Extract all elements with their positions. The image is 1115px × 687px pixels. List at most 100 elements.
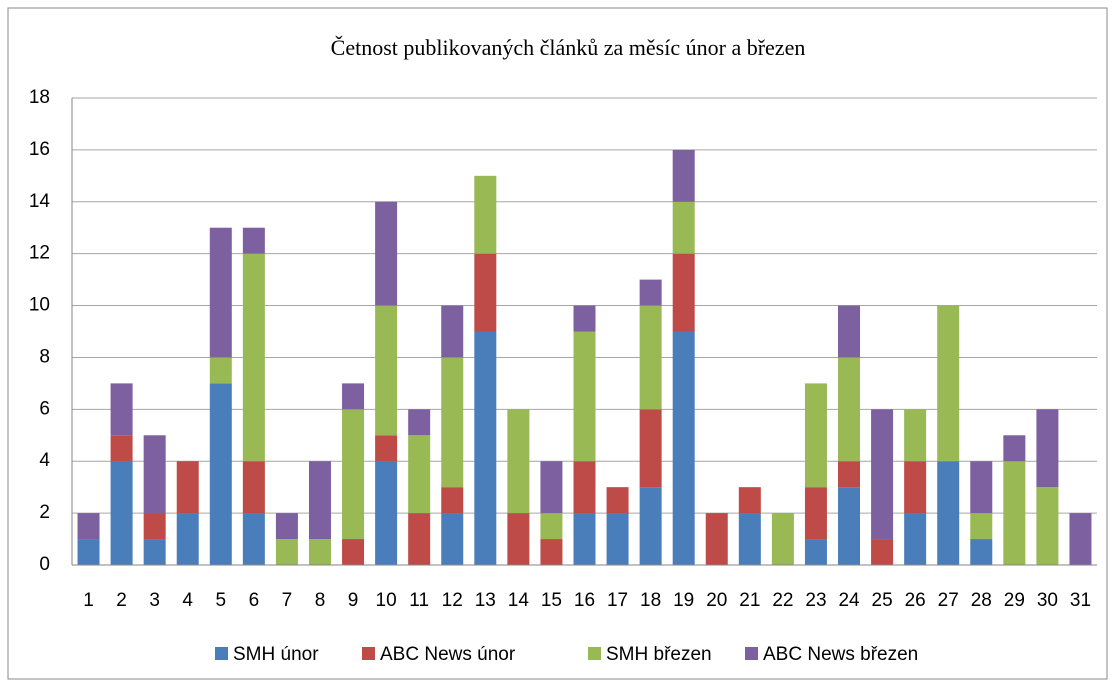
x-tick-label: 30 <box>1037 590 1058 611</box>
y-tick-label: 2 <box>39 502 50 523</box>
bar-segment <box>540 513 563 540</box>
y-tick-label: 10 <box>29 295 50 316</box>
x-tick-label: 12 <box>442 590 463 611</box>
x-tick-label: 5 <box>216 590 227 611</box>
bar-segment <box>209 357 232 384</box>
bar-segment <box>110 383 133 436</box>
bar-segment <box>1003 461 1026 565</box>
bar-segment <box>176 461 199 514</box>
bar-segment <box>672 201 695 254</box>
x-tick-label: 6 <box>249 590 260 611</box>
bar-segment <box>1036 487 1059 565</box>
y-tick-label: 0 <box>39 554 50 575</box>
legend-label: SMH březen <box>606 644 712 665</box>
legend-label: ABC News únor <box>380 644 516 665</box>
bar-segment <box>573 331 596 462</box>
legend-swatch <box>588 647 601 660</box>
legend-swatch <box>745 647 758 660</box>
chart-title: Četnost publikovaných článků za měsíc ún… <box>331 35 806 60</box>
bar-segment <box>474 175 497 254</box>
bar-segment <box>375 461 398 565</box>
y-tick-label: 16 <box>29 139 50 160</box>
bar-segment <box>904 461 927 514</box>
bar-segment <box>838 357 861 462</box>
bar-segment <box>738 487 761 514</box>
bar-segment <box>639 279 662 306</box>
y-tick-label: 14 <box>29 191 51 212</box>
bar-segment <box>342 383 365 410</box>
bar-segment <box>838 461 861 488</box>
bar-segment <box>143 539 166 565</box>
bar-segment <box>573 305 596 332</box>
bar-segment <box>375 305 398 436</box>
chart-frame <box>7 7 1108 680</box>
x-tick-label: 8 <box>315 590 326 611</box>
bar-segment <box>143 435 166 514</box>
bar-segment <box>408 435 431 514</box>
bar-segment <box>110 461 133 565</box>
bar-segment <box>639 409 662 488</box>
bar-segment <box>308 539 331 565</box>
x-tick-label: 1 <box>83 590 94 611</box>
bar-segment <box>441 487 464 514</box>
bar-segment <box>838 305 861 358</box>
bar-segment <box>342 539 365 565</box>
bar-segment <box>970 461 993 514</box>
x-tick-label: 17 <box>607 590 628 611</box>
bar-segment <box>474 331 497 565</box>
bar-segment <box>904 409 927 462</box>
y-tick-label: 8 <box>39 346 50 367</box>
y-tick-label: 6 <box>39 398 50 419</box>
bar-segment <box>1069 513 1092 565</box>
legend-label: ABC News březen <box>763 644 918 665</box>
x-tick-label: 21 <box>739 590 760 611</box>
bar-segment <box>672 149 695 202</box>
bar-segment <box>771 513 794 565</box>
bar-segment <box>705 513 728 565</box>
bar-segment <box>342 409 365 540</box>
x-tick-label: 29 <box>1004 590 1025 611</box>
bar-segment <box>408 409 431 436</box>
bar-segment <box>904 513 927 565</box>
bar-segment <box>937 305 960 462</box>
bar-segment <box>242 253 265 462</box>
bar-segment <box>507 409 530 514</box>
x-tick-label: 11 <box>409 590 429 611</box>
x-tick-label: 15 <box>541 590 562 611</box>
x-tick-label: 28 <box>971 590 992 611</box>
bar-segment <box>176 513 199 565</box>
bar-segment <box>441 305 464 358</box>
x-tick-label: 18 <box>640 590 661 611</box>
x-tick-label: 7 <box>282 590 293 611</box>
bar-segment <box>838 487 861 565</box>
x-tick-label: 13 <box>475 590 496 611</box>
bar-segment <box>639 305 662 410</box>
bar-segment <box>672 331 695 565</box>
x-tick-label: 24 <box>838 590 860 611</box>
bar-segment <box>209 383 232 565</box>
y-tick-label: 18 <box>29 87 50 108</box>
x-tick-label: 3 <box>149 590 160 611</box>
bar-segment <box>275 513 298 540</box>
x-tick-label: 2 <box>116 590 127 611</box>
bar-segment <box>507 513 530 565</box>
x-tick-label: 23 <box>805 590 826 611</box>
x-tick-label: 25 <box>872 590 893 611</box>
bar-segment <box>474 253 497 332</box>
bar-segment <box>573 513 596 565</box>
bar-segment <box>143 513 166 540</box>
bar-segment <box>77 539 100 565</box>
bar-segment <box>970 513 993 540</box>
bar-segment <box>672 253 695 332</box>
bar-segment <box>242 227 265 254</box>
x-tick-label: 19 <box>673 590 694 611</box>
bar-segment <box>970 539 993 565</box>
bar-segment <box>275 539 298 565</box>
bar-segment <box>1036 409 1059 488</box>
x-tick-label: 31 <box>1070 590 1091 611</box>
bar-segment <box>1003 435 1026 462</box>
bar-segment <box>804 539 827 565</box>
x-tick-label: 26 <box>905 590 926 611</box>
x-tick-label: 14 <box>508 590 530 611</box>
x-tick-label: 27 <box>938 590 959 611</box>
